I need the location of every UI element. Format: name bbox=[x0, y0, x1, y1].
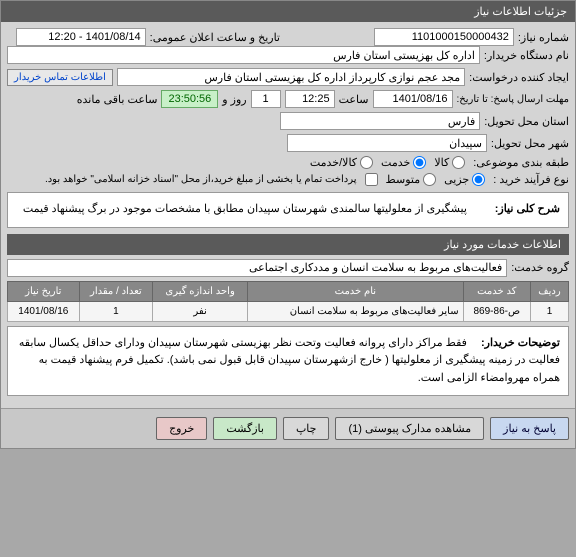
class-service-option[interactable]: خدمت bbox=[381, 156, 426, 169]
buy-partial-radio[interactable] bbox=[472, 173, 485, 186]
time-label: ساعت bbox=[339, 93, 369, 106]
content-area: شماره نیاز: تاریخ و ساعت اعلان عمومی: نا… bbox=[1, 22, 575, 408]
window-title: جزئیات اطلاعات نیاز bbox=[474, 6, 567, 18]
attachments-button[interactable]: مشاهده مدارک پیوستی (1) bbox=[335, 417, 484, 440]
requester-label: ایجاد کننده درخواست: bbox=[469, 71, 569, 84]
class-goods-option[interactable]: کالا bbox=[434, 156, 465, 169]
class-both-radio[interactable] bbox=[360, 156, 373, 169]
services-table: ردیف کد خدمت نام خدمت واحد اندازه گیری ت… bbox=[7, 281, 569, 322]
th-name: نام خدمت bbox=[248, 281, 464, 301]
buyer-org-field[interactable] bbox=[7, 46, 480, 64]
need-number-label: شماره نیاز: bbox=[518, 31, 569, 44]
need-number-field[interactable] bbox=[374, 28, 514, 46]
class-service-text: خدمت bbox=[381, 156, 410, 169]
province-field[interactable] bbox=[280, 112, 480, 130]
buyer-notes-box: توضیحات خریدار: فقط مراکز دارای پروانه ف… bbox=[7, 326, 569, 397]
buy-partial-text: جزیی bbox=[444, 173, 469, 186]
respond-button[interactable]: پاسخ به نیاز bbox=[490, 417, 569, 440]
table-header-row: ردیف کد خدمت نام خدمت واحد اندازه گیری ت… bbox=[8, 281, 569, 301]
buy-note: پرداخت تمام یا بخشی از مبلغ خرید،از محل … bbox=[45, 174, 357, 185]
th-date: تاریخ نیاز bbox=[8, 281, 80, 301]
announce-date-field[interactable] bbox=[16, 28, 146, 46]
cell-code: ص-86-869 bbox=[463, 301, 530, 321]
th-code: کد خدمت bbox=[463, 281, 530, 301]
class-service-radio[interactable] bbox=[413, 156, 426, 169]
th-unit: واحد اندازه گیری bbox=[153, 281, 248, 301]
cell-qty: 1 bbox=[79, 301, 153, 321]
buy-medium-option[interactable]: متوسط bbox=[386, 173, 437, 186]
service-group-label: گروه خدمت: bbox=[511, 261, 569, 274]
requester-field[interactable] bbox=[117, 68, 465, 86]
button-bar: پاسخ به نیاز مشاهده مدارک پیوستی (1) چاپ… bbox=[1, 408, 575, 448]
contact-info-link[interactable]: اطلاعات تماس خریدار bbox=[7, 69, 113, 86]
exit-button[interactable]: خروج bbox=[156, 417, 207, 440]
cell-name: سایر فعالیت‌های مربوط به سلامت انسان bbox=[248, 301, 464, 321]
buy-type-label: نوع فرآیند خرید : bbox=[493, 173, 569, 186]
th-row: ردیف bbox=[530, 281, 568, 301]
days-field[interactable] bbox=[251, 90, 281, 108]
th-qty: تعداد / مقدار bbox=[79, 281, 153, 301]
announce-date-label: تاریخ و ساعت اعلان عمومی: bbox=[150, 31, 280, 44]
buy-medium-text: متوسط bbox=[386, 173, 421, 186]
window-titlebar: جزئیات اطلاعات نیاز bbox=[1, 1, 575, 22]
description-box: شرح کلی نیاز: پیشگیری از معلولیتها سالمن… bbox=[7, 192, 569, 228]
days-label: روز و bbox=[222, 93, 246, 106]
table-row[interactable]: 1 ص-86-869 سایر فعالیت‌های مربوط به سلام… bbox=[8, 301, 569, 321]
print-button[interactable]: چاپ bbox=[283, 417, 330, 440]
cell-row: 1 bbox=[530, 301, 568, 321]
desc-text: پیشگیری از معلولیتها سالمندی شهرستان سپی… bbox=[23, 203, 467, 215]
class-both-text: کالا/خدمت bbox=[310, 156, 357, 169]
buy-partial-option[interactable]: جزیی bbox=[444, 173, 485, 186]
city-label: شهر محل تحویل: bbox=[491, 137, 569, 150]
province-label: استان محل تحویل: bbox=[484, 115, 569, 128]
buyer-notes-label: توضیحات خریدار: bbox=[470, 335, 560, 353]
remain-label: ساعت باقی مانده bbox=[77, 93, 158, 106]
class-both-option[interactable]: کالا/خدمت bbox=[310, 156, 373, 169]
cell-date: 1401/08/16 bbox=[8, 301, 80, 321]
city-field[interactable] bbox=[287, 134, 487, 152]
desc-label: شرح کلی نیاز: bbox=[470, 201, 560, 219]
deadline-label: مهلت ارسال پاسخ: تا تاریخ: bbox=[457, 94, 569, 105]
deadline-time-field[interactable] bbox=[285, 90, 335, 108]
buyer-org-label: نام دستگاه خریدار: bbox=[484, 49, 569, 62]
service-group-field[interactable] bbox=[7, 259, 507, 277]
buy-medium-radio[interactable] bbox=[423, 173, 436, 186]
class-goods-text: کالا bbox=[434, 156, 449, 169]
services-header: اطلاعات خدمات مورد نیاز bbox=[7, 234, 569, 255]
back-button[interactable]: بازگشت bbox=[213, 417, 277, 440]
need-details-window: جزئیات اطلاعات نیاز شماره نیاز: تاریخ و … bbox=[0, 0, 576, 449]
deadline-date-field[interactable] bbox=[373, 90, 453, 108]
cell-unit: نفر bbox=[153, 301, 248, 321]
countdown-timer: 23:50:56 bbox=[161, 90, 218, 108]
treasury-checkbox[interactable] bbox=[365, 173, 378, 186]
class-label: طبقه بندی موضوعی: bbox=[473, 156, 569, 169]
class-goods-radio[interactable] bbox=[452, 156, 465, 169]
